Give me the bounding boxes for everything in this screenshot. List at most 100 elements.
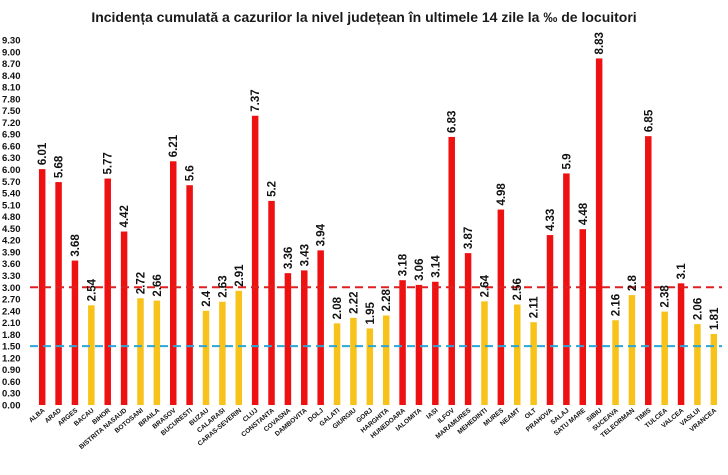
bar: [448, 136, 455, 405]
y-tick-label: 3.90: [2, 247, 21, 258]
y-tick-label: 4.20: [2, 236, 21, 247]
data-label: 2.28: [381, 289, 393, 312]
y-axis: 0.000.300.600.901.201.501.802.102.402.70…: [2, 36, 21, 412]
y-tick-label: 0.90: [2, 365, 21, 376]
data-label: 3.36: [283, 247, 295, 269]
data-label: 2.22: [348, 291, 360, 313]
bar: [169, 161, 177, 405]
bar: [710, 333, 718, 405]
bar: [399, 280, 406, 405]
y-tick-label: 2.40: [2, 306, 21, 317]
bar: [317, 250, 324, 405]
data-label: 2.72: [135, 272, 147, 294]
bar: [612, 320, 619, 405]
y-tick-label: 4.80: [2, 212, 21, 223]
data-label: 5.77: [103, 152, 115, 174]
data-label: 2.08: [332, 296, 344, 319]
bar: [186, 185, 193, 405]
data-label: 1.95: [365, 301, 377, 324]
y-tick-label: 6.00: [2, 165, 21, 176]
data-label: 6.21: [168, 134, 180, 157]
bar: [645, 136, 652, 405]
bar: [464, 253, 472, 405]
data-label: 6.83: [447, 111, 459, 133]
bar: [88, 305, 95, 405]
data-label: 5.2: [267, 181, 279, 197]
bar: [153, 300, 161, 405]
bar: [628, 295, 636, 405]
y-tick-label: 6.60: [2, 141, 21, 152]
data-label: 2.4: [201, 290, 213, 307]
bar: [268, 200, 275, 405]
bar: [382, 315, 390, 405]
y-tick-label: 8.40: [2, 71, 21, 82]
y-tick-label: 1.20: [2, 353, 21, 364]
bar: [284, 273, 292, 405]
data-label: 2.63: [217, 275, 229, 297]
bar: [497, 209, 505, 405]
data-label: 1.81: [709, 307, 721, 330]
data-label: 4.42: [119, 205, 131, 227]
y-tick-label: 6.90: [2, 130, 21, 141]
data-label: 2.8: [627, 275, 639, 292]
data-label: 8.83: [594, 32, 606, 54]
data-label: 4.98: [496, 183, 508, 206]
data-label: 2.64: [479, 274, 491, 297]
bar: [202, 310, 210, 405]
bars: [38, 58, 718, 406]
y-tick-label: 8.10: [2, 83, 21, 94]
bar: [677, 283, 685, 405]
data-label: 4.48: [578, 202, 590, 225]
y-tick-label: 7.80: [2, 94, 21, 105]
data-label: 2.38: [660, 285, 672, 308]
bar: [55, 182, 62, 405]
bar: [38, 169, 46, 405]
y-tick-label: 9.00: [2, 47, 21, 58]
y-tick-label: 6.30: [2, 153, 21, 164]
data-label: 2.66: [152, 274, 164, 296]
data-label: 3.06: [414, 259, 426, 281]
data-label: 2.54: [86, 278, 98, 301]
y-tick-label: 5.10: [2, 200, 21, 211]
data-label: 2.91: [234, 264, 246, 287]
data-label: 7.37: [250, 89, 262, 111]
y-tick-label: 3.60: [2, 259, 21, 270]
y-tick-label: 9.30: [2, 36, 21, 47]
bar: [432, 281, 439, 405]
data-label: 3.1: [676, 263, 688, 280]
data-label: 6.01: [37, 142, 49, 165]
bar: [219, 301, 226, 405]
bar: [595, 58, 603, 406]
y-tick-label: 2.70: [2, 295, 21, 306]
y-tick-label: 5.40: [2, 189, 21, 200]
data-label: 2.16: [611, 294, 623, 316]
bar: [366, 328, 374, 405]
y-tick-label: 1.80: [2, 330, 21, 341]
y-tick-label: 3.30: [2, 271, 21, 282]
y-tick-label: 5.70: [2, 177, 21, 188]
data-label: 3.87: [463, 227, 475, 249]
y-tick-label: 7.20: [2, 118, 21, 129]
bar: [546, 235, 554, 405]
bar: [481, 301, 488, 405]
bar: [563, 173, 570, 405]
y-tick-label: 2.10: [2, 318, 21, 329]
bar: [71, 260, 79, 405]
data-label: 5.9: [561, 153, 573, 169]
data-label: 6.85: [643, 109, 655, 132]
y-tick-label: 1.50: [2, 342, 21, 353]
data-label: 3.68: [70, 234, 82, 257]
data-label: 3.18: [398, 253, 410, 276]
y-tick-label: 0.60: [2, 377, 21, 388]
data-label: 2.11: [529, 296, 541, 318]
y-tick-label: 7.50: [2, 106, 21, 117]
data-label: 4.33: [545, 209, 557, 231]
bar: [350, 317, 357, 405]
bar: [513, 304, 521, 405]
bar: [694, 324, 701, 405]
y-tick-label: 3.00: [2, 283, 21, 294]
data-labels: 6.01 5.68 3.68 2.54 5.77 4.42 2.72 2.66 6.21 5.6 2…: [37, 32, 721, 330]
chart-title: Incidența cumulată a cazurilor la nivel …: [91, 9, 636, 25]
